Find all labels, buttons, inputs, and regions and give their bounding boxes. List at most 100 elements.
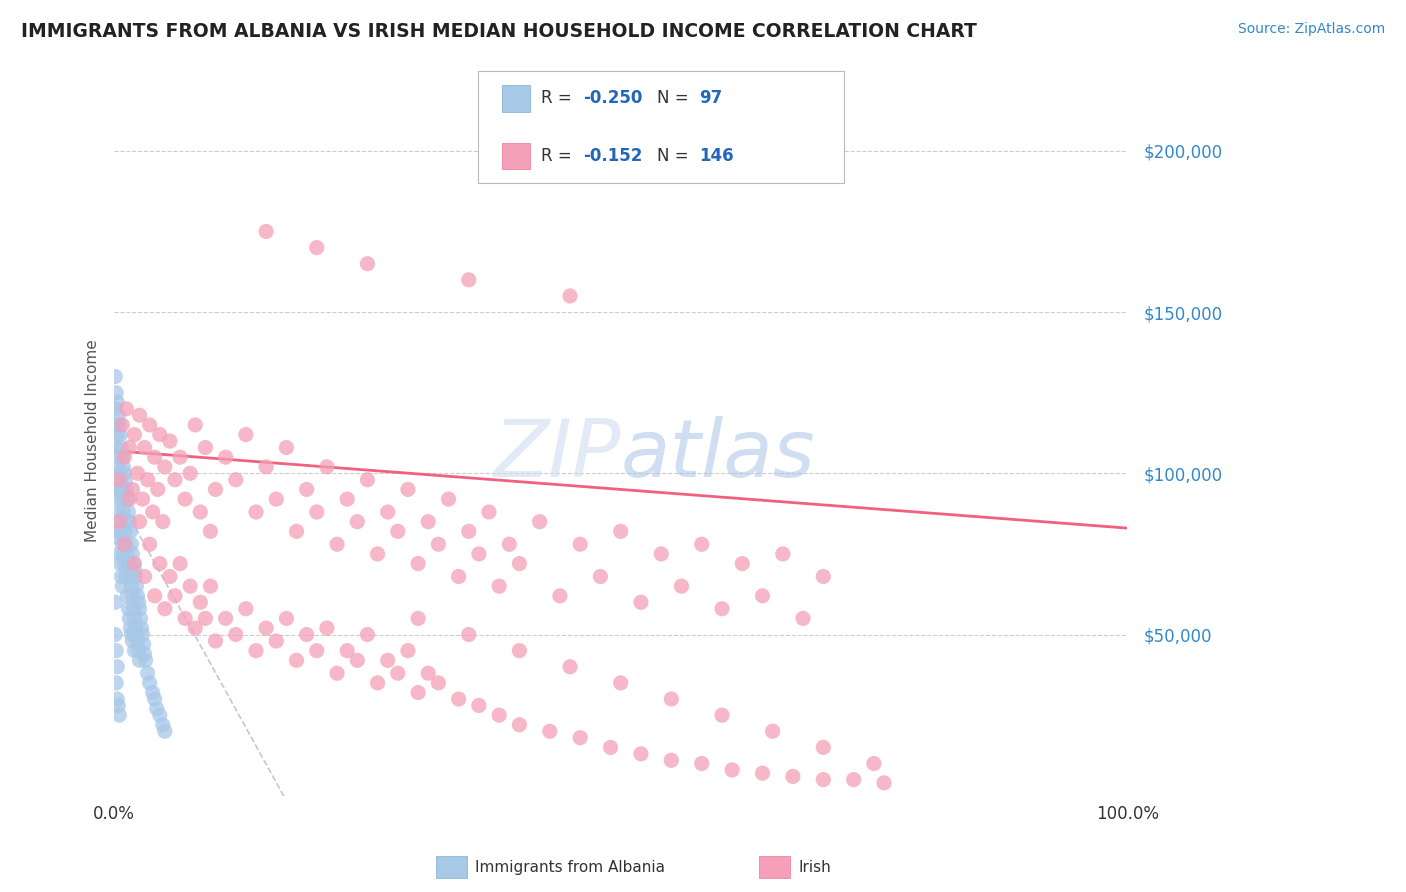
Point — [813, 740, 835, 755]
Point — [762, 724, 785, 739]
Point — [387, 666, 409, 681]
Point — [447, 569, 470, 583]
Point — [120, 621, 142, 635]
Point — [377, 653, 399, 667]
Point — [690, 537, 713, 551]
Point — [396, 483, 419, 497]
Point — [110, 524, 132, 539]
Point — [264, 634, 287, 648]
Point — [117, 492, 139, 507]
Point — [305, 505, 328, 519]
Point — [406, 611, 429, 625]
Point — [124, 557, 146, 571]
Text: Irish: Irish — [799, 860, 831, 874]
Point — [346, 653, 368, 667]
Point — [120, 627, 142, 641]
Point — [356, 627, 378, 641]
Point — [305, 241, 328, 255]
Point — [111, 579, 134, 593]
Point — [121, 483, 143, 497]
Point — [508, 643, 530, 657]
Point — [110, 473, 132, 487]
Point — [179, 579, 201, 593]
Point — [225, 627, 247, 641]
Text: IMMIGRANTS FROM ALBANIA VS IRISH MEDIAN HOUSEHOLD INCOME CORRELATION CHART: IMMIGRANTS FROM ALBANIA VS IRISH MEDIAN … — [21, 22, 977, 41]
Point — [136, 473, 159, 487]
Point — [367, 547, 389, 561]
Point — [118, 441, 141, 455]
Point — [111, 417, 134, 432]
Point — [457, 524, 479, 539]
Point — [118, 515, 141, 529]
Point — [356, 257, 378, 271]
Point — [538, 724, 561, 739]
Point — [127, 589, 149, 603]
Point — [112, 467, 135, 481]
Point — [569, 731, 592, 745]
Point — [650, 547, 672, 561]
Point — [558, 660, 581, 674]
Point — [468, 698, 491, 713]
Point — [138, 676, 160, 690]
Point — [122, 601, 145, 615]
Point — [124, 563, 146, 577]
Point — [105, 660, 128, 674]
Point — [107, 698, 129, 713]
Point — [630, 595, 652, 609]
Point — [630, 747, 652, 761]
Y-axis label: Median Household Income: Median Household Income — [86, 340, 100, 542]
Point — [254, 459, 277, 474]
Text: Source: ZipAtlas.com: Source: ZipAtlas.com — [1237, 22, 1385, 37]
Point — [200, 579, 222, 593]
Point — [153, 601, 176, 615]
Point — [346, 515, 368, 529]
Point — [125, 627, 148, 641]
Point — [326, 666, 349, 681]
Point — [104, 627, 127, 641]
Point — [110, 569, 132, 583]
Point — [316, 459, 339, 474]
Point — [153, 459, 176, 474]
Point — [194, 611, 217, 625]
Point — [112, 557, 135, 571]
Point — [200, 524, 222, 539]
Point — [813, 569, 835, 583]
Point — [711, 601, 734, 615]
Point — [336, 492, 359, 507]
Point — [127, 467, 149, 481]
Point — [120, 537, 142, 551]
Point — [108, 473, 131, 487]
Point — [143, 692, 166, 706]
Point — [134, 569, 156, 583]
Point — [152, 515, 174, 529]
Point — [146, 483, 169, 497]
Point — [751, 589, 773, 603]
Point — [406, 557, 429, 571]
Point — [128, 515, 150, 529]
Point — [508, 557, 530, 571]
Point — [118, 611, 141, 625]
Point — [124, 611, 146, 625]
Point — [121, 589, 143, 603]
Point — [128, 643, 150, 657]
Point — [295, 627, 318, 641]
Point — [659, 753, 682, 767]
Point — [105, 417, 128, 432]
Point — [418, 666, 440, 681]
Point — [105, 427, 128, 442]
Point — [721, 763, 744, 777]
Point — [112, 537, 135, 551]
Point — [120, 524, 142, 539]
Point — [115, 537, 138, 551]
Point — [558, 289, 581, 303]
Point — [134, 441, 156, 455]
Point — [245, 505, 267, 519]
Point — [138, 537, 160, 551]
Point — [118, 563, 141, 577]
Point — [112, 547, 135, 561]
Point — [108, 505, 131, 519]
Point — [245, 643, 267, 657]
Point — [264, 492, 287, 507]
Text: atlas: atlas — [620, 417, 815, 494]
Point — [124, 569, 146, 583]
